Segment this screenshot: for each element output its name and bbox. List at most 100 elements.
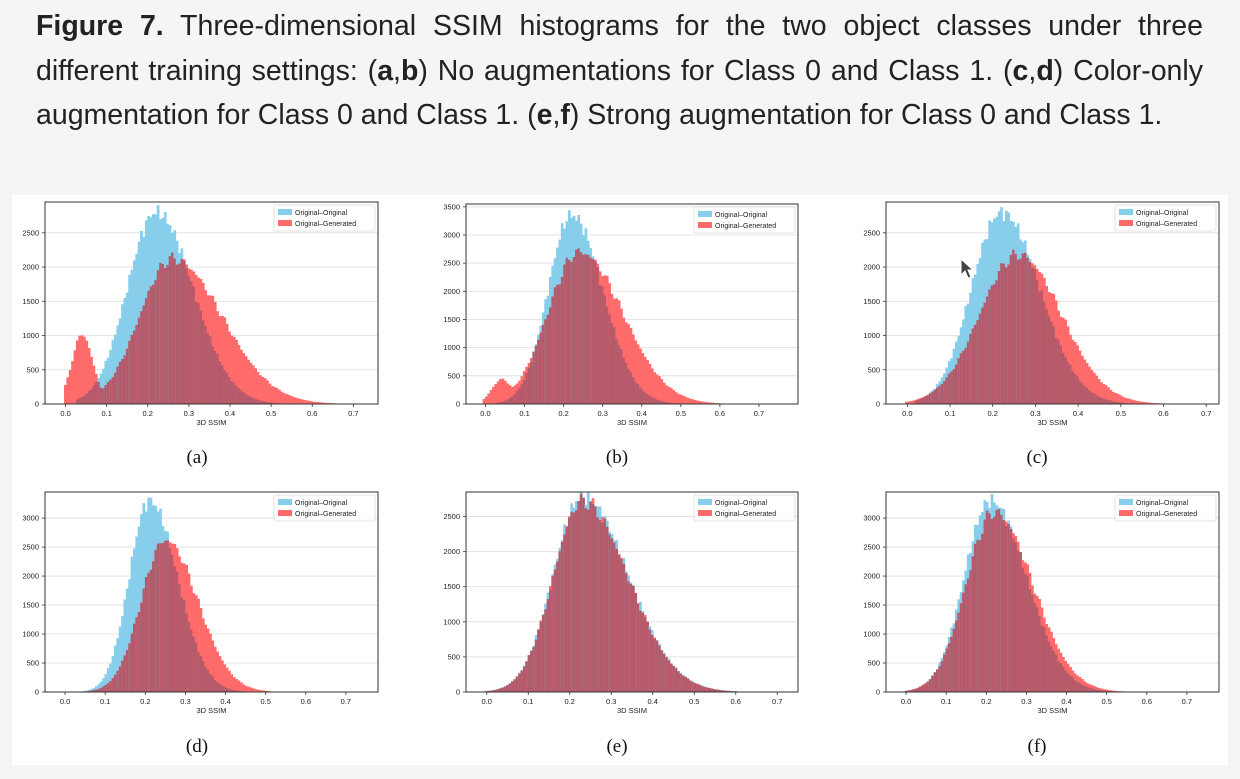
bar-original-generated — [232, 337, 236, 404]
x-tick-label: 0.7 — [341, 697, 351, 706]
bar-original-generated — [696, 400, 699, 404]
bar-overlap — [959, 603, 963, 692]
bar-overlap — [75, 399, 79, 404]
bar-original-generated — [1107, 689, 1110, 692]
y-tick-label: 2000 — [22, 572, 39, 581]
y-tick-label: 1000 — [863, 630, 880, 639]
bar-overlap — [919, 686, 922, 692]
bar-original-generated — [492, 386, 495, 404]
y-tick-label: 2500 — [443, 512, 460, 521]
bar-original-original — [135, 536, 139, 692]
x-tick-label: 0.4 — [220, 697, 230, 706]
bar-original-generated — [707, 402, 711, 404]
bar-overlap — [228, 377, 231, 404]
bar-original-original — [121, 616, 124, 692]
bar-overlap — [586, 509, 590, 692]
bar-overlap — [109, 379, 112, 404]
bar-overlap — [240, 390, 243, 404]
bar-original-generated — [1107, 387, 1110, 404]
bar-overlap — [194, 301, 198, 404]
y-tick-label: 0 — [876, 400, 880, 409]
bar-overlap — [511, 396, 514, 404]
bar-original-original — [99, 681, 103, 692]
legend-entry: Original–Generated — [1136, 221, 1197, 228]
bar-overlap — [270, 402, 274, 404]
bar-overlap — [636, 603, 640, 692]
bar-original-original — [137, 526, 141, 692]
panel-label: (a) — [186, 447, 207, 468]
bar-overlap — [584, 254, 588, 404]
bar-original-generated — [211, 640, 215, 692]
bar-overlap — [959, 353, 963, 404]
bar-overlap — [1035, 607, 1039, 692]
bar-overlap — [135, 325, 139, 404]
bar-original-generated — [1109, 690, 1113, 692]
bar-overlap — [152, 561, 155, 692]
bar-original-generated — [256, 371, 260, 404]
bar-overlap — [225, 687, 229, 692]
bar-overlap — [106, 381, 110, 404]
bar-overlap — [194, 642, 198, 692]
bar-overlap — [1078, 682, 1082, 692]
bar-overlap — [249, 396, 253, 404]
bar-overlap — [629, 372, 633, 404]
bar-original-generated — [501, 378, 505, 404]
bar-overlap — [914, 400, 918, 404]
bar-original-generated — [658, 376, 661, 404]
bar-overlap — [171, 252, 174, 404]
bar-overlap — [156, 270, 160, 404]
bar-overlap — [1007, 264, 1010, 404]
bar-overlap — [667, 660, 671, 692]
bar-overlap — [228, 688, 231, 692]
bar-overlap — [109, 680, 112, 692]
bar-overlap — [665, 657, 668, 692]
bar-overlap — [1090, 392, 1094, 404]
bar-original-original — [133, 548, 136, 692]
bar-overlap — [544, 319, 547, 404]
x-tick-label: 0.6 — [301, 697, 311, 706]
bar-overlap — [537, 629, 540, 692]
bar-overlap — [492, 690, 495, 692]
x-tick-label: 0.5 — [689, 697, 699, 706]
panel-ref-f: f — [560, 99, 570, 131]
bar-original-generated — [294, 397, 298, 404]
bar-overlap — [632, 377, 635, 404]
bar-overlap — [501, 401, 505, 404]
bar-overlap — [242, 392, 246, 404]
bar-original-generated — [225, 667, 229, 692]
bar-overlap — [971, 328, 975, 404]
bar-overlap — [921, 397, 925, 404]
bar-overlap — [1033, 269, 1037, 404]
x-tick-label: 0.4 — [1073, 409, 1083, 418]
legend-entry: Original–Original — [295, 210, 348, 217]
x-tick-label: 0.7 — [348, 409, 358, 418]
bar-overlap — [113, 674, 117, 692]
bar-overlap — [168, 256, 172, 404]
bar-overlap — [943, 381, 946, 404]
bar-overlap — [1102, 398, 1106, 404]
bar-overlap — [235, 386, 238, 404]
bar-overlap — [515, 676, 519, 692]
bar-original-generated — [1092, 685, 1096, 692]
bar-overlap — [613, 327, 616, 404]
x-axis-label: 3D SSIM — [1037, 706, 1067, 715]
bar-original-generated — [209, 633, 212, 692]
y-tick-label: 0 — [35, 688, 39, 697]
bar-original-generated — [511, 387, 514, 404]
bar-original-generated — [1114, 392, 1118, 404]
bar-overlap — [111, 678, 115, 692]
bar-overlap — [168, 548, 172, 692]
bar-original-original — [130, 556, 134, 692]
y-tick-label: 500 — [867, 365, 880, 374]
bar-overlap — [537, 339, 540, 404]
bar-overlap — [1081, 684, 1084, 692]
bar-overlap — [94, 381, 98, 404]
bar-overlap — [990, 519, 994, 692]
bar-original-generated — [639, 348, 642, 404]
bar-overlap — [679, 673, 683, 692]
bar-original-generated — [1104, 689, 1108, 692]
bar-overlap — [518, 388, 521, 404]
x-tick-label: 0.4 — [648, 697, 658, 706]
legend-swatch — [698, 222, 712, 228]
bar-overlap — [658, 400, 661, 404]
